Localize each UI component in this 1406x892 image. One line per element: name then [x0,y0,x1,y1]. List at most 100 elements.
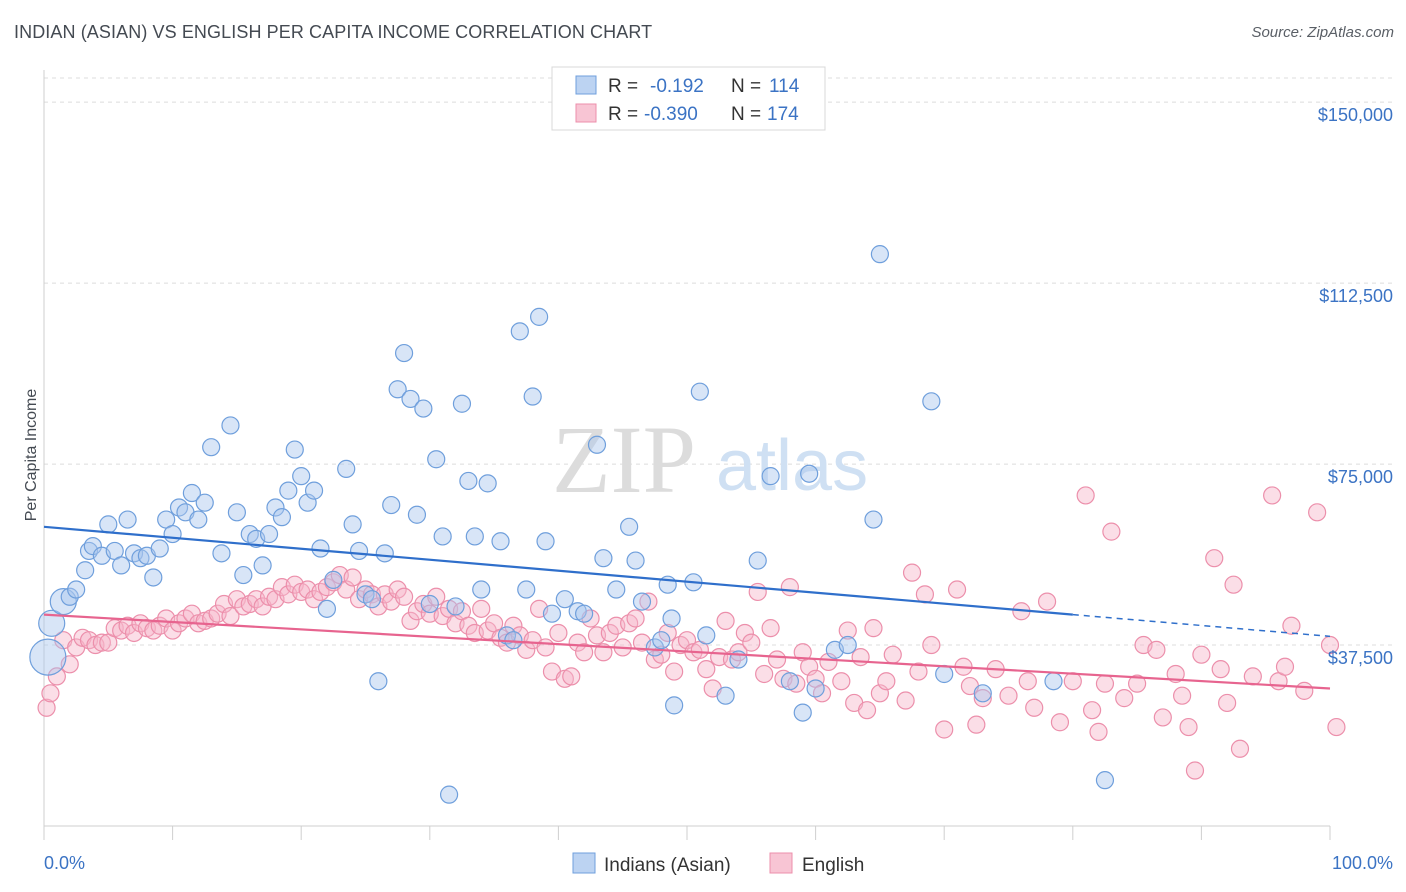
english-point-94 [639,592,658,611]
english-point-169 [1224,575,1243,594]
english-point-1 [41,684,60,703]
indians-asian-point-17 [150,539,169,558]
y-tick-labels: $37,500 $75,000 $112,500 $150,000 [1318,105,1393,668]
english-point-148 [1037,592,1057,611]
legend-swatch-blue [575,75,597,95]
english-point-151 [1076,486,1095,505]
indians-asian-point-45 [343,515,362,534]
english-point-163 [1179,717,1198,737]
english-point-134 [909,662,928,681]
indians-asian-point-3 [60,587,79,606]
indians-asian-point-38 [292,467,311,486]
indians-asian-point-55 [407,505,427,524]
indians-asian-point-60 [439,785,459,804]
english-point-111 [748,582,767,602]
english-point-155 [1102,522,1121,541]
english-point-174 [1275,657,1295,676]
indians-asian-point-75 [542,604,562,623]
chart-title: INDIAN (ASIAN) VS ENGLISH PER CAPITA INC… [14,22,653,42]
indians-asian-point-34 [266,498,285,517]
english-point-141 [967,715,986,734]
indians-asian-point-103 [864,510,883,529]
indians-asian-point-4 [67,580,86,599]
indians-asian-point-35 [272,508,292,527]
indians-asian-point-52 [388,380,407,399]
indians-asian-point-19 [163,524,182,544]
english-point-161 [1166,664,1185,684]
english-point-78 [536,638,555,657]
y-tick-label-1: $75,000 [1328,467,1393,487]
indians-asian-point-16 [144,568,163,587]
indians-asian-point-48 [362,590,382,609]
english-point-157 [1127,674,1147,693]
indians-asian-point-100 [806,679,825,698]
english-point-171 [1243,667,1262,686]
english-point-159 [1147,640,1166,659]
indians-asian-point-85 [645,638,664,657]
grid-lines [44,77,1394,646]
english-point-109 [735,623,754,643]
indians-asian-point-62 [452,394,472,413]
indians-asian-point-23 [189,510,208,529]
bottom-legend: Indians (Asian) English [572,852,864,876]
indians-asian-point-24 [195,493,214,512]
indians-asian-point-26 [212,544,231,563]
english-point-84 [575,643,594,662]
indians-asian-point-5 [76,561,95,580]
english-point-153 [1089,722,1108,741]
english-point-175 [1282,616,1301,635]
indians-asian-point-73 [530,307,549,326]
indians-asian-point-58 [427,450,446,469]
english-point-66 [459,616,478,635]
legend-swatch-pink [575,103,597,123]
english-point-56 [394,587,414,606]
indians-asian-point-80 [594,549,613,568]
legend-r-value-blue: -0.192 [650,76,704,97]
bottom-legend-label-blue: Indians (Asian) [604,855,731,876]
indians-asian-point-79 [587,435,607,454]
indians-asian-point-22 [182,483,201,503]
indians-asian-point-104 [870,245,890,264]
english-point-61 [427,587,446,606]
english-point-127 [857,701,877,720]
english-point-149 [1050,713,1070,732]
bottom-legend-swatch-pink [769,852,793,874]
english-point-150 [1063,672,1082,691]
indians-asian-point-95 [748,551,767,570]
indians-asian-trend-solid [43,525,1073,616]
english-point-73 [504,616,523,635]
legend-n-label-blue: N = [731,76,761,97]
english-point-137 [935,720,954,739]
indians-asian-point-99 [800,464,819,483]
english-point-142 [973,689,992,708]
indians-asian-point-98 [793,703,812,722]
english-point-110 [742,633,761,652]
english-point-133 [902,563,922,582]
english-point-80 [549,623,568,643]
indians-asian-point-27 [221,416,240,435]
indians-asian-point-53 [394,343,414,363]
indians-asian-point-86 [652,631,671,650]
y-tick-label-0: $37,500 [1328,648,1393,668]
indians-asian-point-106 [935,664,954,684]
x-tick-label-end: 100.0% [1332,853,1393,873]
english-point-68 [472,599,491,618]
indians-asian-point-25 [202,438,221,457]
english-point-123 [832,672,851,691]
x-tick-label-start: 0.0% [44,853,85,873]
indians-asian-point-76 [555,590,574,609]
indians-asian-point-66 [478,474,497,493]
english-point-83 [568,633,587,652]
english-point-167 [1211,660,1230,679]
english-point-130 [877,672,896,691]
indians-asian-point-102 [838,635,857,655]
indians-asian-point-64 [465,527,484,546]
indians-asian-point-74 [536,532,555,551]
english-point-138 [947,580,967,599]
english-point-98 [665,662,684,681]
indians-asian-point-57 [420,594,439,614]
english-point-178 [1320,635,1340,655]
english-point-124 [838,621,857,640]
english-point-97 [658,623,677,643]
english-point-136 [922,635,941,655]
